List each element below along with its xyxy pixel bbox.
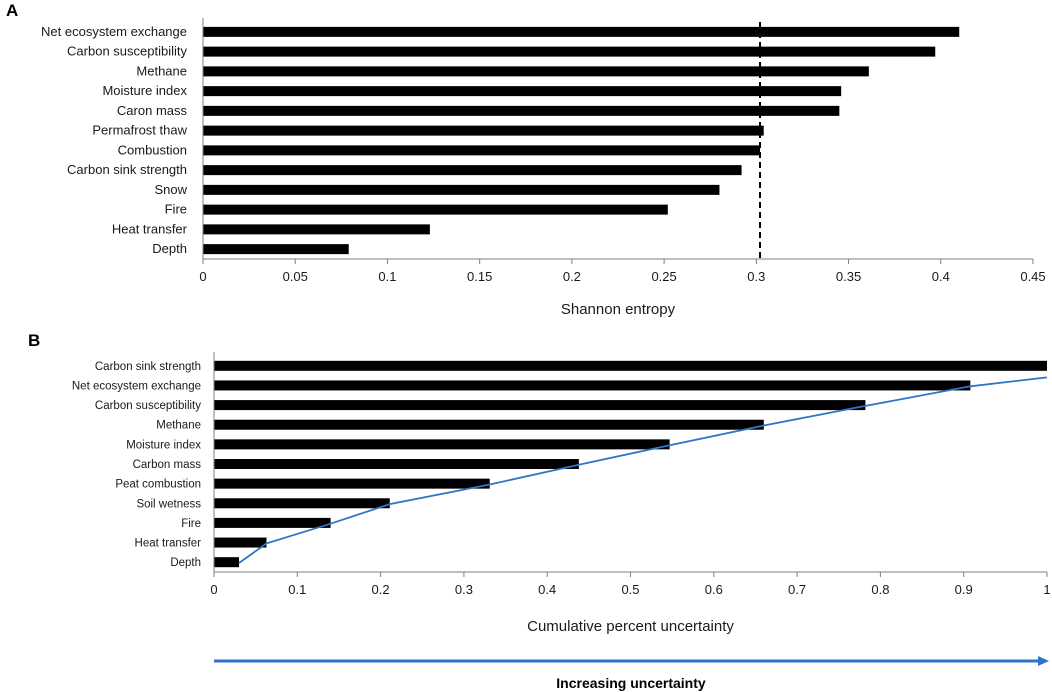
x-tick-label: 0.8 [871,582,889,597]
x-tick-label: 0.9 [955,582,973,597]
bar [203,105,840,116]
arrow-label: Increasing uncertainty [556,675,706,691]
bar [203,165,742,176]
category-label: Depth [152,241,187,256]
arrow-head [1038,656,1049,666]
category-label: Caron mass [117,103,188,118]
category-label: Net ecosystem exchange [72,380,201,392]
increasing-uncertainty-arrow: Increasing uncertainty [214,656,1049,691]
x-tick-label: 1 [1043,582,1050,597]
bar [214,498,390,509]
category-label: Fire [165,202,187,217]
bar [214,419,764,430]
x-axis-title: Cumulative percent uncertainty [527,618,734,635]
category-label: Heat transfer [112,221,188,236]
category-label: Moisture index [126,439,201,451]
x-tick-label: 0.3 [455,582,473,597]
bar [203,224,430,235]
x-tick-label: 0.5 [621,582,639,597]
category-label: Moisture index [102,83,187,98]
bar [214,439,670,450]
category-label: Heat transfer [135,538,202,550]
bar [203,145,761,156]
bar [203,204,668,215]
category-label: Carbon susceptibility [95,400,201,412]
bar [203,26,960,37]
category-label: Methane [156,420,201,432]
category-label: Soil wetness [136,498,201,510]
x-tick-label: 0.1 [378,269,396,284]
x-tick-label: 0.2 [372,582,390,597]
panel-a-chart: A Net ecosystem exchange Carbon susceptibi… [6,1,1046,318]
x-tick-label: 0.45 [1020,269,1045,284]
category-label: Combustion [118,142,187,157]
x-axis-title: Shannon entropy [561,301,676,318]
category-label: Permafrost thaw [92,123,187,138]
category-label: Carbon susceptibility [67,44,187,59]
bar [203,244,349,255]
category-label: Carbon sink strength [67,162,187,177]
category-label: Net ecosystem exchange [41,24,187,39]
bar [214,459,579,469]
x-tick-label: 0.4 [538,582,556,597]
panel-letter: B [28,331,40,350]
bar [203,125,764,136]
bar [203,184,720,195]
bar [214,360,1047,371]
category-label: Snow [154,182,187,197]
x-tick-label: 0.6 [705,582,723,597]
x-tick-label: 0 [199,269,206,284]
panel-letter: A [6,1,18,20]
category-label: Peat combustion [115,479,201,491]
bar [203,66,869,77]
x-tick-label: 0.3 [747,269,765,284]
bar [214,400,866,411]
x-tick-label: 0.05 [283,269,308,284]
category-label: Depth [170,557,201,569]
x-tick-label: 0.4 [932,269,950,284]
bar [203,46,936,57]
x-tick-label: 0.25 [651,269,676,284]
x-tick-label: 0 [210,582,217,597]
category-label: Methane [136,63,187,78]
bar [214,517,331,528]
bar [214,557,239,568]
cumulative-uncertainty-curve [238,376,1048,564]
panel-b-chart: B Carbon sink strength Net ecosystem excha… [28,331,1051,635]
x-tick-label: 0.1 [288,582,306,597]
bar [214,537,267,548]
x-tick-label: 0.35 [836,269,861,284]
bar [214,478,490,489]
category-label: Fire [181,518,201,530]
x-tick-label: 0.2 [563,269,581,284]
category-label: Carbon mass [133,459,202,471]
x-tick-label: 0.7 [788,582,806,597]
bar [214,380,971,391]
category-label: Carbon sink strength [95,361,201,373]
x-tick-label: 0.15 [467,269,492,284]
bar [203,86,842,97]
